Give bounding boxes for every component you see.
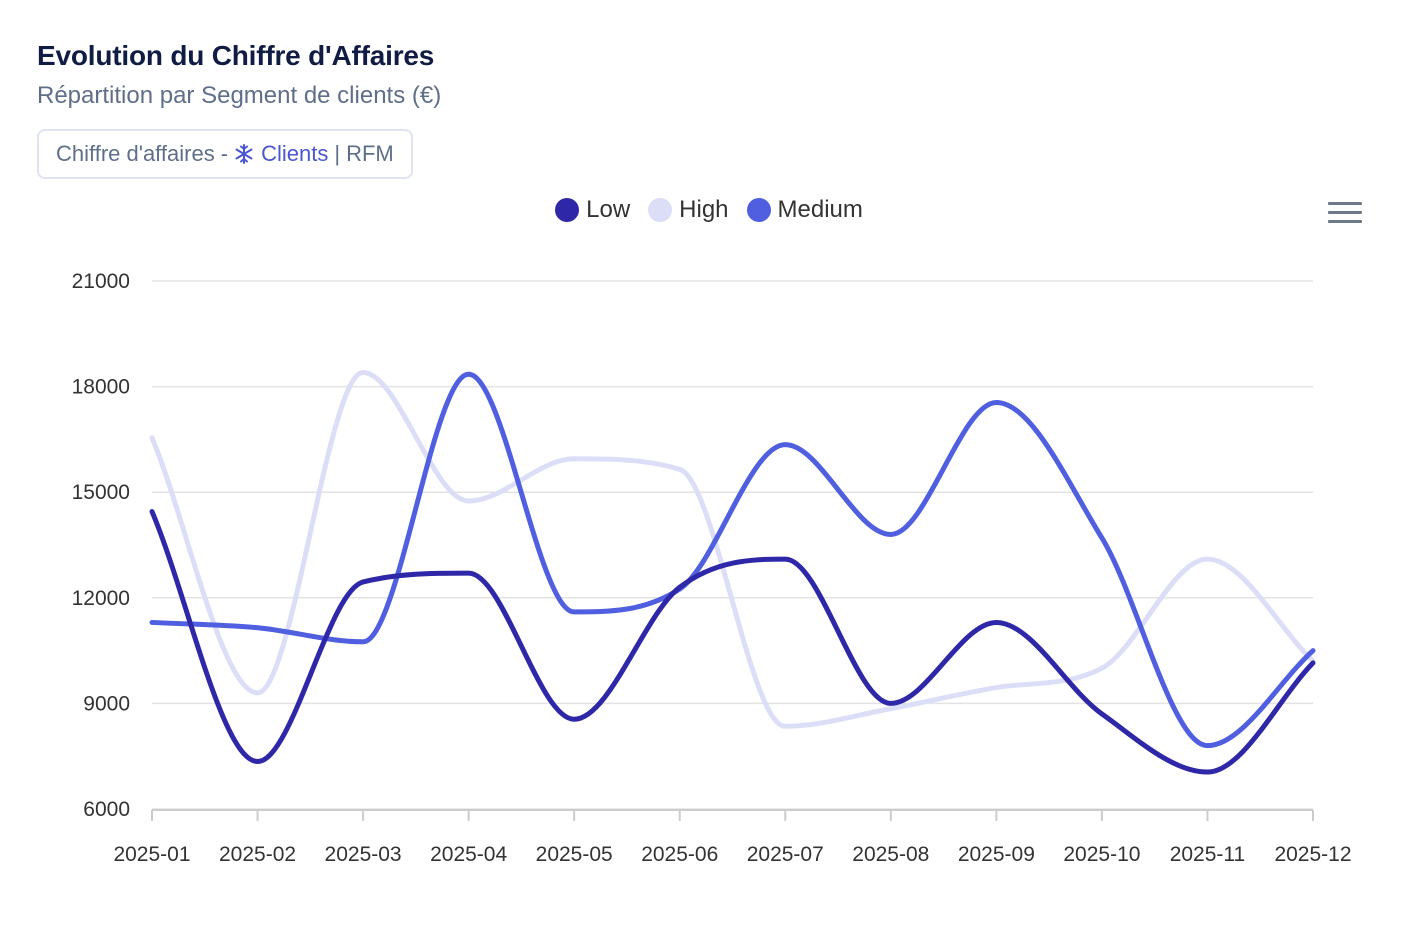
x-tick-label: 2025-11 xyxy=(1170,843,1246,866)
x-tick-label: 2025-10 xyxy=(1063,843,1140,866)
x-tick-label: 2025-01 xyxy=(113,843,190,866)
x-tick-label: 2025-06 xyxy=(641,843,718,866)
x-tick-label: 2025-05 xyxy=(536,843,613,866)
legend-item-medium[interactable]: Medium xyxy=(746,196,863,224)
x-tick-label: 2025-04 xyxy=(430,843,507,866)
hamburger-menu-icon[interactable] xyxy=(1328,202,1362,226)
legend-item-high[interactable]: High xyxy=(648,196,729,224)
x-tick-label: 2025-12 xyxy=(1274,843,1351,866)
legend-item-low[interactable]: Low xyxy=(555,196,630,224)
y-tick-label: 9000 xyxy=(83,692,130,715)
series-line-medium xyxy=(149,371,1316,749)
legend-label: Low xyxy=(586,196,631,223)
x-tick-label: 2025-09 xyxy=(958,843,1035,866)
filter-dimension[interactable]: Clients xyxy=(234,141,328,167)
y-tick-label: 12000 xyxy=(72,587,130,610)
x-tick-label: 2025-07 xyxy=(747,843,824,866)
series-line-low xyxy=(149,509,1316,775)
legend-marker xyxy=(746,198,771,222)
y-tick-label: 18000 xyxy=(72,376,130,399)
x-tick-label: 2025-03 xyxy=(325,843,402,866)
legend-marker xyxy=(555,198,580,222)
y-tick-label: 21000 xyxy=(72,270,130,293)
legend-label: Medium xyxy=(777,196,863,223)
metric-filter-chip[interactable]: Chiffre d'affaires - Clients | RFM xyxy=(37,129,413,179)
x-tick-label: 2025-02 xyxy=(219,843,296,866)
snowflake-icon xyxy=(235,144,253,164)
chart-title: Evolution du Chiffre d'Affaires xyxy=(37,40,435,71)
chart-subtitle: Répartition par Segment de clients (€) xyxy=(37,82,442,109)
y-tick-label: 6000 xyxy=(83,798,130,821)
filter-separator: | xyxy=(334,141,341,166)
x-tick-label: 2025-08 xyxy=(852,843,929,866)
legend-marker xyxy=(648,198,673,222)
chart-legend: Low High Medium xyxy=(0,196,1418,224)
legend-label: High xyxy=(679,196,729,223)
filter-metric-label: Chiffre d'affaires - xyxy=(56,141,229,166)
filter-dimension-label: Clients xyxy=(261,141,329,166)
series-line-high xyxy=(149,370,1316,729)
filter-segment-label: RFM xyxy=(346,141,394,166)
y-tick-label: 15000 xyxy=(72,481,130,504)
